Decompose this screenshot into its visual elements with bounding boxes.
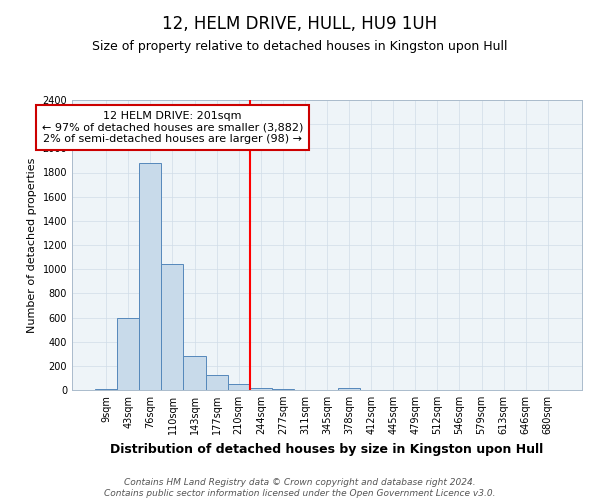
Bar <box>272 389 294 390</box>
Bar <box>250 388 272 390</box>
Bar <box>95 389 117 390</box>
Text: Size of property relative to detached houses in Kingston upon Hull: Size of property relative to detached ho… <box>92 40 508 53</box>
Bar <box>206 375 227 390</box>
Bar <box>139 163 161 390</box>
Bar <box>161 264 184 390</box>
Bar <box>227 384 250 390</box>
Text: 12 HELM DRIVE: 201sqm
← 97% of detached houses are smaller (3,882)
2% of semi-de: 12 HELM DRIVE: 201sqm ← 97% of detached … <box>42 111 303 144</box>
Bar <box>184 356 206 390</box>
Text: Contains HM Land Registry data © Crown copyright and database right 2024.
Contai: Contains HM Land Registry data © Crown c… <box>104 478 496 498</box>
Bar <box>117 318 139 390</box>
Y-axis label: Number of detached properties: Number of detached properties <box>27 158 37 332</box>
Text: 12, HELM DRIVE, HULL, HU9 1UH: 12, HELM DRIVE, HULL, HU9 1UH <box>163 15 437 33</box>
X-axis label: Distribution of detached houses by size in Kingston upon Hull: Distribution of detached houses by size … <box>110 442 544 456</box>
Bar <box>338 388 360 390</box>
